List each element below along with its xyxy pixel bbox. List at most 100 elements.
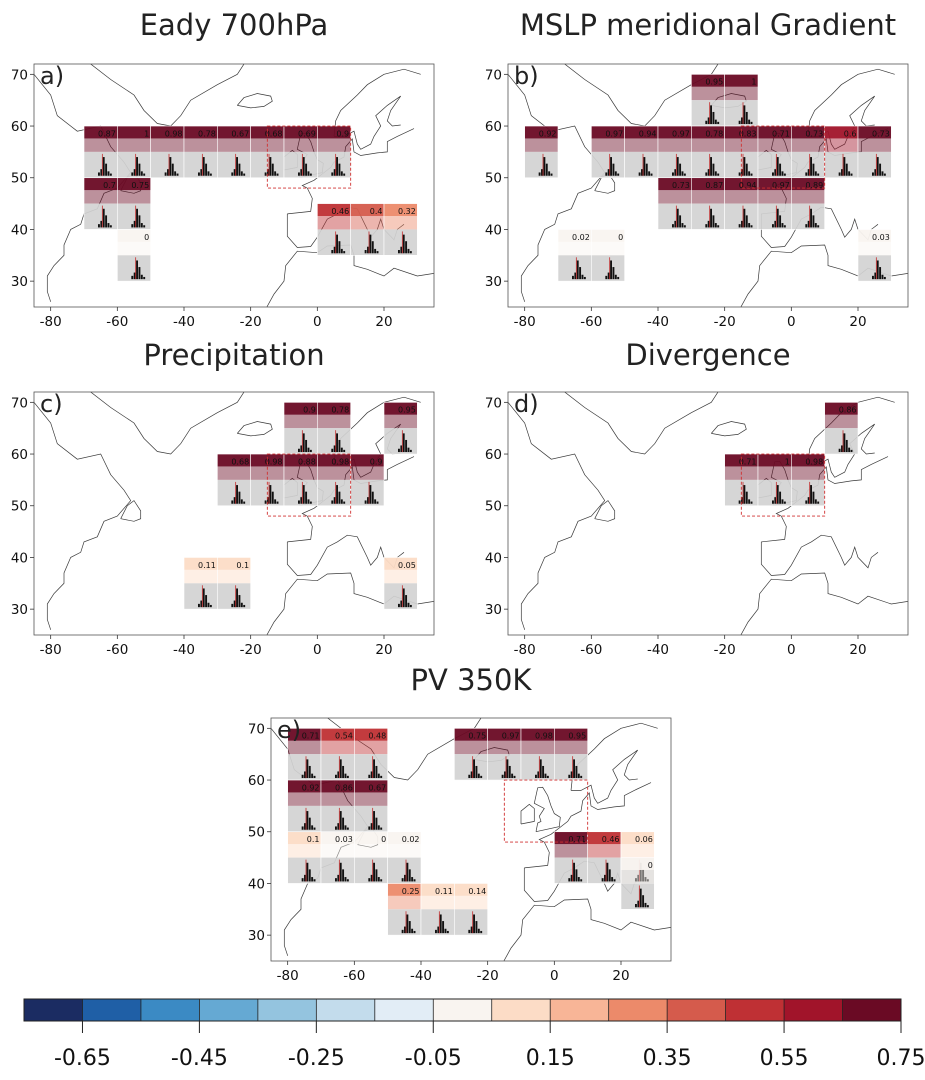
histogram-bar [105,215,108,228]
histogram-bar [841,445,843,453]
grid-cell: 0.03 [857,229,892,282]
y-tick-label: 70 [248,721,265,737]
cell-color [284,402,318,415]
cell-border [454,883,488,936]
cell-value: 0.05 [398,561,416,570]
histogram-bar [883,276,886,280]
cell-value: 0.7 [103,181,116,190]
histogram-bar [646,905,649,908]
cell-value: 0.86 [839,406,857,415]
cell-value: 0.87 [705,181,723,190]
cell-border [524,125,559,179]
histogram-bar [743,485,746,504]
histogram-bar [772,224,774,228]
cell-value: 0.14 [468,887,486,896]
coastline [333,68,421,137]
cell-color-light [624,138,658,152]
histogram-bar [676,157,679,176]
grid-cell: 0.54 [320,728,355,781]
cell-color-light [317,216,351,230]
histogram-bar [879,163,882,176]
histogram-bar [302,485,305,504]
cell-value: 0.87 [98,129,116,138]
histogram-bar [774,169,777,176]
cell-value: 0.71 [568,835,586,844]
cell-color [117,229,151,242]
colorbar: -0.65 -0.45 -0.25 -0.05 0.15 0.35 0.55 0.75 [23,998,925,1071]
cell-color [217,454,251,467]
histogram-bar [368,774,371,779]
histogram-bar [874,272,877,280]
histogram-bar [810,157,812,176]
cell-value: 0.02 [572,233,590,242]
panel-label: c) [40,390,63,418]
grid-cell: 0.03 [320,831,355,884]
histogram-bar [817,225,820,228]
histogram-bar [883,173,886,176]
colorbar-swatch [316,999,376,1021]
grid-cell: 1 [724,74,759,127]
x-tick-label: -80 [514,314,536,330]
cell-border [383,203,418,256]
histogram-bar [207,602,210,608]
histogram-bar [642,869,645,882]
histogram-bar [140,171,143,176]
cell-color-light [691,86,725,101]
histogram-bar [407,447,410,453]
histogram-bar [570,771,573,779]
map-area: 0.71 0.54 0.48 0.75 0.97 0.98 0.95 0.92 0.86 0.67… [271,718,671,961]
histogram-bar [343,449,346,453]
x-tick-label: -40 [647,314,669,330]
colorbar-tick-label: -0.65 [54,1046,111,1071]
histogram-bar [408,869,411,882]
x-tick-label: -20 [240,642,262,658]
histogram-bar [743,157,746,176]
cell-value: 0.98 [265,457,283,466]
histogram-bar [470,926,473,934]
cell-value: 0.4 [370,207,383,216]
histogram-bar [207,171,210,176]
grid-cell: 0.69 [283,125,318,179]
histogram-bar [607,272,610,280]
grid-cell: 0.86 [320,779,355,833]
cell-value: 0.02 [402,835,420,844]
histogram-bar [781,171,784,176]
y-tick-label: 40 [248,876,265,892]
panel-title: PV 350K [411,663,533,697]
colorbar-tick-label: 0.75 [877,1046,925,1071]
histogram-bar [376,251,379,254]
grid-cell: 0.1 [217,557,251,610]
cell-color [387,831,421,845]
cell-border [857,229,892,282]
coastline [34,402,132,630]
histogram-bar [850,449,853,453]
histogram-bar [637,874,640,882]
cell-color-light [350,216,384,230]
histogram-bar [872,172,874,176]
histogram-bar [411,928,414,934]
histogram-bar [674,169,677,176]
histogram-bar [573,862,575,882]
cell-color-light [554,740,588,755]
histogram-bar [305,439,308,453]
histogram-bar [343,173,346,176]
colorbar-frame [23,998,902,1022]
x-tick-label: -60 [580,314,602,330]
cell-color [317,454,351,467]
cell-color-light [117,190,151,204]
coastline [120,500,142,522]
histogram-bar [402,433,405,453]
panel-frame [33,391,435,636]
histogram-bar [575,869,578,882]
cell-border [591,229,625,282]
histogram-bar [881,274,884,280]
histogram-bar [745,111,748,125]
histogram-bar [477,928,480,934]
histogram-bar [400,246,403,254]
histogram-bar [468,929,471,934]
cell-value: 0.97 [502,732,520,741]
grid-cell: 0.88 [283,453,318,507]
histogram-bar [202,157,205,176]
histogram-bar [741,117,743,125]
histogram-bar [339,811,342,830]
